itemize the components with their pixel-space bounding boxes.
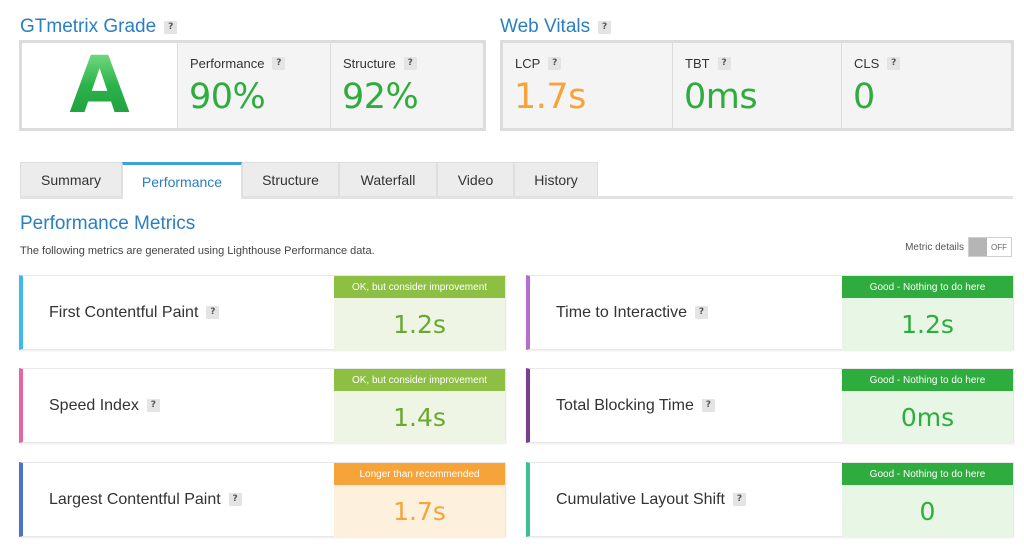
- help-icon[interactable]: ?: [701, 399, 715, 412]
- gtmetrix-grade-label: GTmetrix Grade: [20, 16, 157, 37]
- metric-card-largest-contentful-paint: Largest Contentful Paint? Longer than re…: [19, 462, 506, 538]
- metric-name: Time to Interactive: [556, 303, 688, 321]
- status-badge: Good - Nothing to do here: [842, 369, 1013, 391]
- tab-summary[interactable]: Summary: [20, 162, 122, 196]
- tab-structure[interactable]: Structure: [242, 162, 339, 196]
- help-icon[interactable]: ?: [598, 20, 612, 34]
- metric-name: Cumulative Layout Shift: [556, 490, 725, 508]
- metric-details-control: Metric details OFF: [905, 237, 1012, 257]
- metric-value: 1.2s: [842, 298, 1013, 351]
- metric-card-first-contentful-paint: First Contentful Paint? OK, but consider…: [19, 275, 506, 351]
- metric-value: 1.4s: [334, 391, 505, 444]
- help-icon[interactable]: ?: [403, 57, 417, 70]
- metric-name: First Contentful Paint: [49, 303, 199, 321]
- structure-score-value: 92%: [342, 77, 419, 117]
- tab-performance[interactable]: Performance: [122, 162, 242, 199]
- metric-name: Largest Contentful Paint: [49, 490, 221, 508]
- cls-vital: CLS? 0: [841, 43, 1011, 128]
- grade-letter: A: [69, 40, 130, 131]
- help-icon[interactable]: ?: [732, 493, 746, 506]
- metric-name: Speed Index: [49, 396, 139, 414]
- toggle-state-label: OFF: [991, 242, 1007, 252]
- metric-card-time-to-interactive: Time to Interactive? Good - Nothing to d…: [526, 275, 1014, 351]
- status-badge: OK, but consider improvement: [334, 276, 505, 298]
- cls-value: 0: [853, 77, 875, 117]
- metric-value: 0: [842, 485, 1013, 538]
- metric-value: 1.2s: [334, 298, 505, 351]
- report-tabs: Summary Performance Structure Waterfall …: [20, 162, 1013, 199]
- help-icon[interactable]: ?: [695, 306, 709, 319]
- performance-score-label: Performance: [190, 56, 265, 71]
- metric-status: Good - Nothing to do here 0ms: [842, 369, 1013, 444]
- lcp-value: 1.7s: [514, 77, 586, 117]
- help-icon[interactable]: ?: [206, 306, 220, 319]
- gtmetrix-grade-panel: A Performance? 90% Structure? 92%: [19, 40, 486, 131]
- metric-status: OK, but consider improvement 1.2s: [334, 276, 505, 351]
- metric-status: Good - Nothing to do here 1.2s: [842, 276, 1013, 351]
- metric-card-total-blocking-time: Total Blocking Time? Good - Nothing to d…: [526, 368, 1014, 444]
- metric-status: Good - Nothing to do here 0: [842, 463, 1013, 538]
- cls-label: CLS: [854, 56, 880, 71]
- tab-video[interactable]: Video: [437, 162, 514, 196]
- lcp-label: LCP: [515, 56, 541, 71]
- performance-score-value: 90%: [189, 77, 266, 117]
- metric-details-label: Metric details: [905, 241, 964, 253]
- metric-status: OK, but consider improvement 1.4s: [334, 369, 505, 444]
- web-vitals-panel: LCP? 1.7s TBT? 0ms CLS? 0: [500, 40, 1014, 131]
- performance-score: Performance? 90%: [177, 43, 330, 128]
- metric-value: 1.7s: [334, 485, 505, 538]
- grade-cell: A: [22, 43, 177, 128]
- structure-score: Structure? 92%: [330, 43, 483, 128]
- help-icon[interactable]: ?: [164, 20, 178, 34]
- gtmetrix-grade-title: GTmetrix Grade ?: [20, 16, 178, 38]
- tbt-vital: TBT? 0ms: [672, 43, 841, 128]
- web-vitals-label: Web Vitals: [500, 16, 591, 37]
- tbt-value: 0ms: [684, 77, 758, 117]
- tbt-label: TBT: [685, 56, 710, 71]
- performance-metrics-title: Performance Metrics: [20, 213, 196, 234]
- status-badge: OK, but consider improvement: [334, 369, 505, 391]
- tab-history[interactable]: History: [514, 162, 598, 196]
- status-badge: Good - Nothing to do here: [842, 463, 1013, 485]
- help-icon[interactable]: ?: [146, 399, 160, 412]
- help-icon[interactable]: ?: [272, 57, 286, 70]
- metric-value: 0ms: [842, 391, 1013, 444]
- metric-name: Total Blocking Time: [556, 396, 694, 414]
- help-icon[interactable]: ?: [548, 57, 562, 70]
- structure-score-label: Structure: [343, 56, 396, 71]
- help-icon[interactable]: ?: [717, 57, 731, 70]
- metric-status: Longer than recommended 1.7s: [334, 463, 505, 538]
- status-badge: Longer than recommended: [334, 463, 505, 485]
- help-icon[interactable]: ?: [228, 493, 242, 506]
- lcp-vital: LCP? 1.7s: [503, 43, 672, 128]
- help-icon[interactable]: ?: [887, 57, 901, 70]
- toggle-knob: [969, 238, 987, 256]
- metric-card-cumulative-layout-shift: Cumulative Layout Shift? Good - Nothing …: [526, 462, 1014, 538]
- tab-waterfall[interactable]: Waterfall: [339, 162, 437, 196]
- status-badge: Good - Nothing to do here: [842, 276, 1013, 298]
- web-vitals-title: Web Vitals ?: [500, 16, 612, 38]
- metric-card-speed-index: Speed Index? OK, but consider improvemen…: [19, 368, 506, 444]
- metric-details-toggle[interactable]: OFF: [968, 237, 1012, 257]
- performance-metrics-description: The following metrics are generated usin…: [20, 245, 375, 257]
